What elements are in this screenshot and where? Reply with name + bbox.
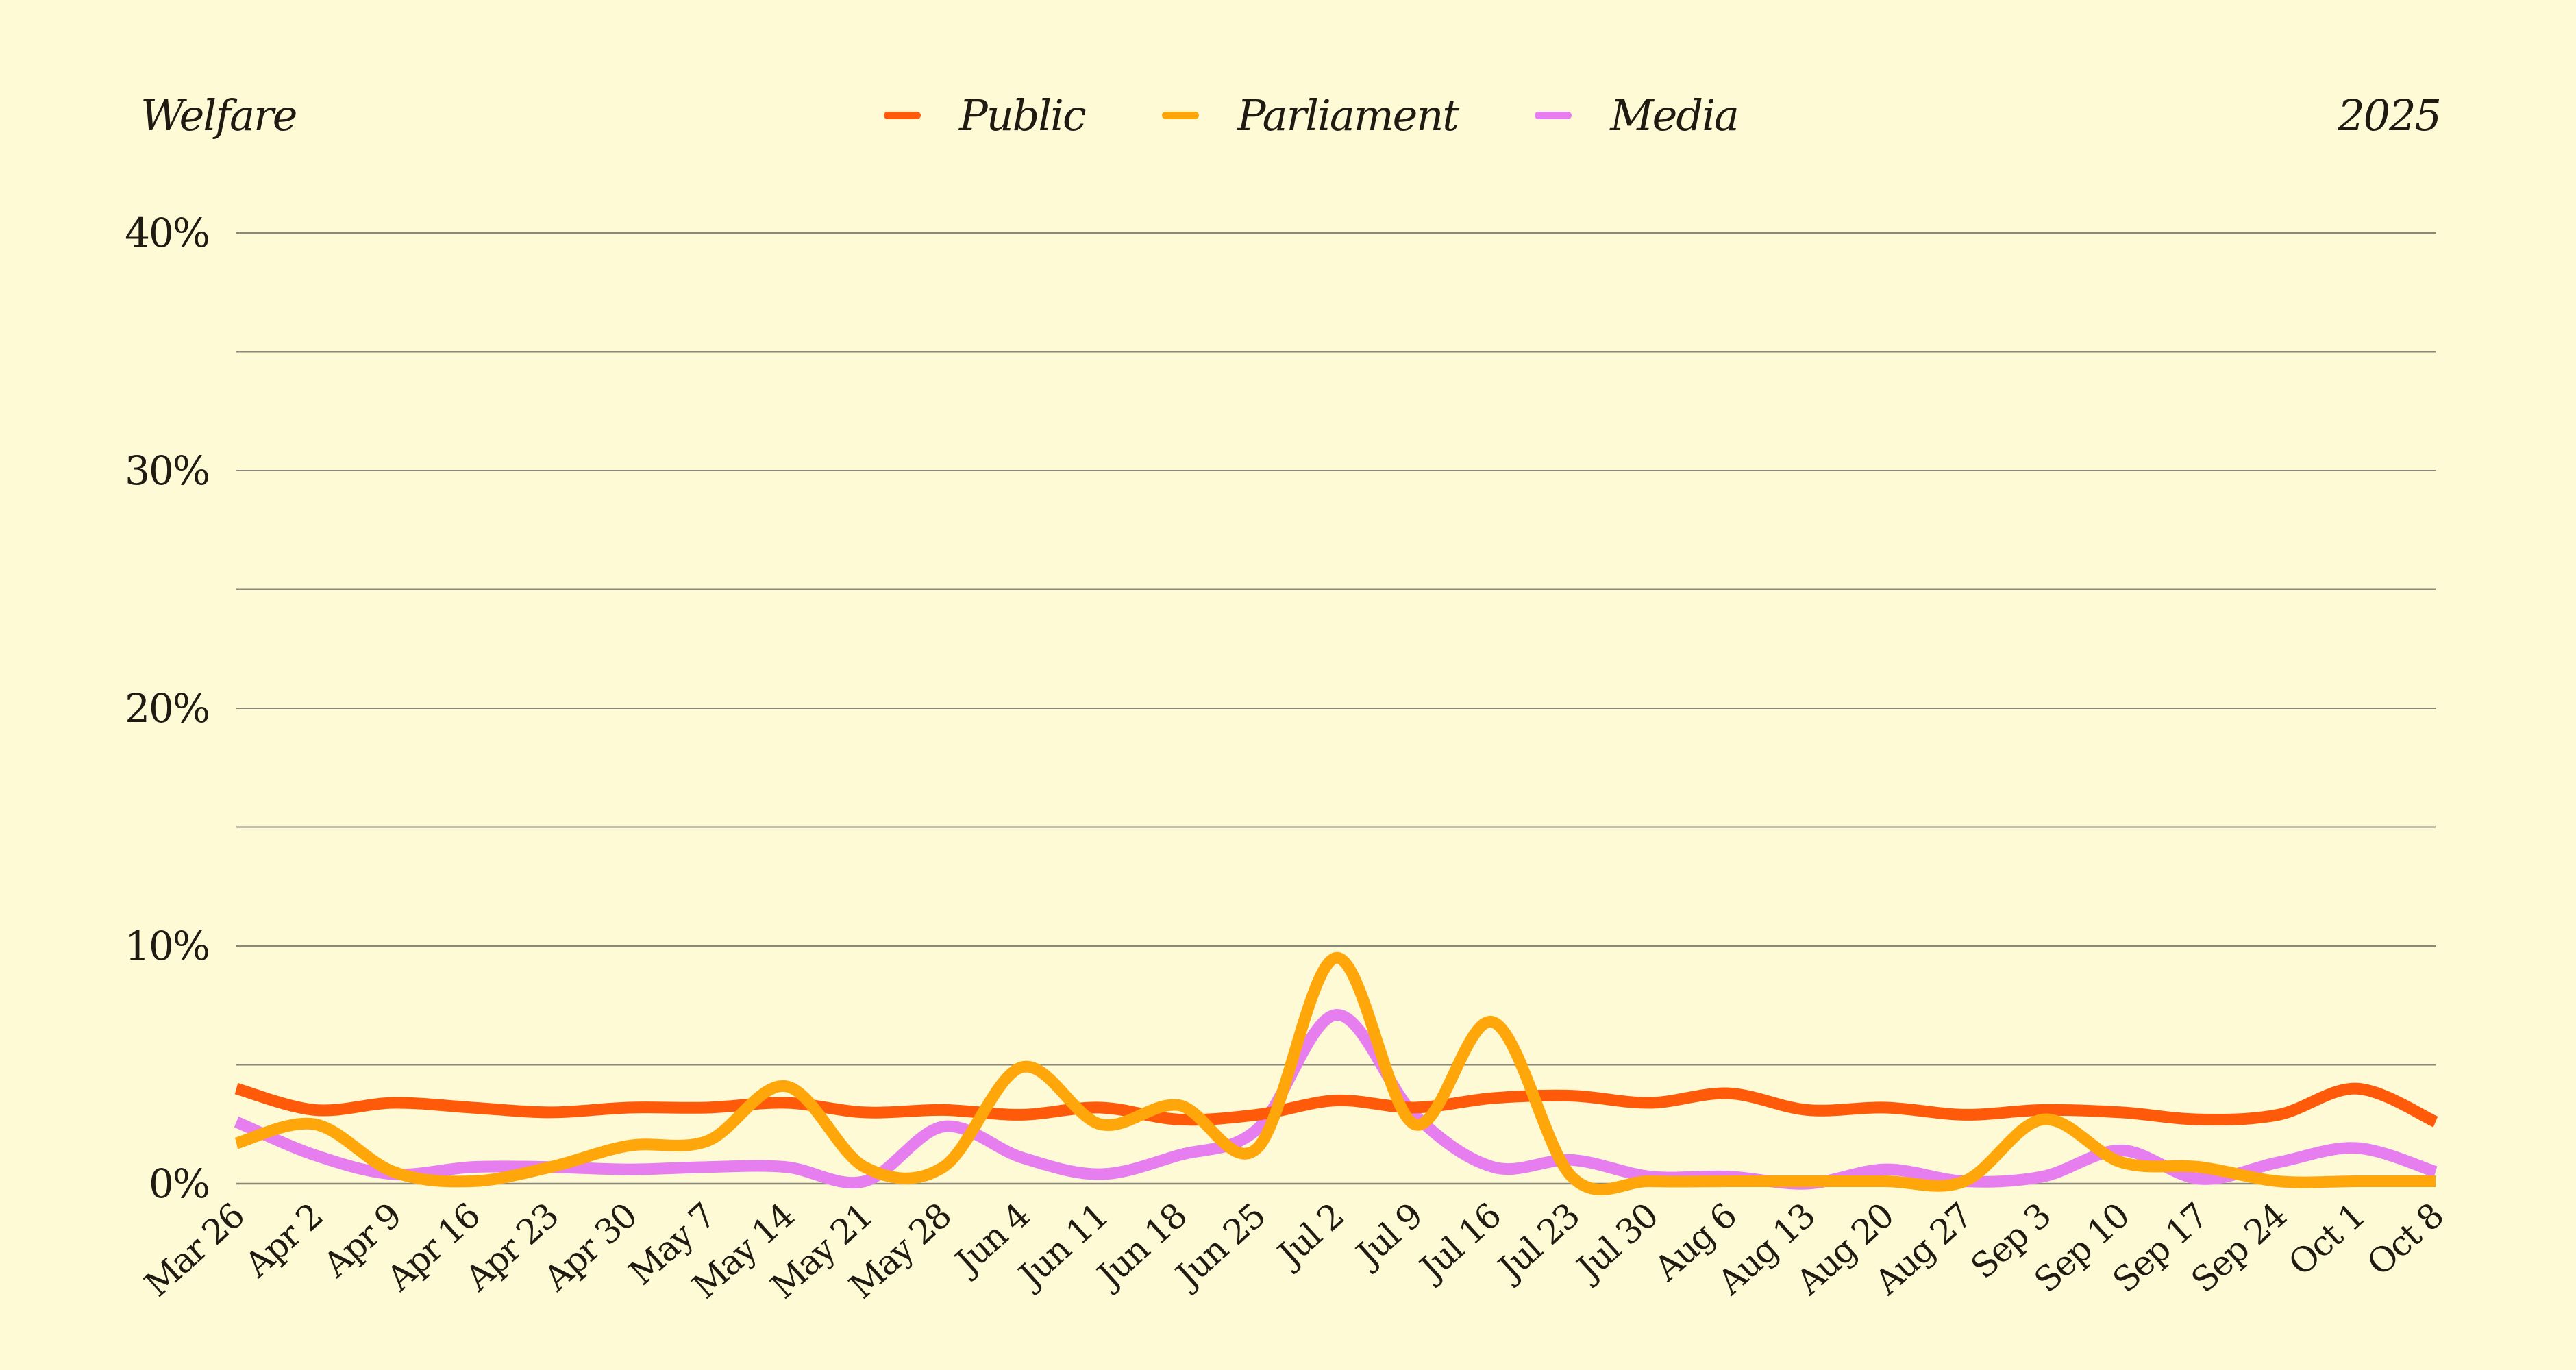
x-tick-label: Mar 26 (137, 1196, 251, 1304)
x-tick-label: Jul 23 (1489, 1196, 1587, 1290)
y-tick-label: 0% (149, 1160, 209, 1207)
x-tick-label: Jun 11 (1009, 1196, 1115, 1297)
legend-label-public: Public (959, 90, 1087, 140)
x-tick-label: Oct 1 (2281, 1196, 2372, 1284)
legend-swatch-parliament (1161, 112, 1199, 119)
legend-label-parliament: Parliament (1237, 90, 1459, 140)
y-axis-ticks: 0% 10% 20% 30% 40% (125, 210, 210, 1207)
chart-year: 2025 (2338, 90, 2442, 140)
legend-item-public: Public (884, 90, 1087, 140)
chart-title: Welfare (140, 90, 297, 140)
x-tick-label: Oct 8 (2360, 1196, 2451, 1284)
legend-item-parliament: Parliament (1161, 90, 1459, 140)
x-tick-label: Apr 2 (237, 1196, 330, 1286)
y-tick-label: 30% (125, 447, 209, 494)
x-tick-label: Jul 30 (1567, 1196, 1665, 1290)
series-line-parliament (234, 951, 2436, 1195)
y-tick-label: 40% (125, 210, 209, 256)
legend-swatch-media (1535, 112, 1572, 119)
series-line-media (234, 1009, 2438, 1190)
series-lines (234, 951, 2438, 1195)
gridlines (236, 232, 2436, 1185)
x-tick-label: Jun 25 (1166, 1196, 1272, 1297)
y-tick-label: 20% (125, 685, 209, 732)
x-tick-label: Jun 18 (1087, 1196, 1193, 1297)
x-tick-label: Jul 16 (1410, 1196, 1508, 1290)
x-tick-label: Jul 2 (1268, 1196, 1351, 1276)
legend: Public Parliament Media (884, 90, 1815, 140)
legend-label-media: Media (1610, 90, 1739, 140)
y-tick-label: 10% (125, 923, 209, 969)
series-line-public (234, 1082, 2438, 1128)
legend-swatch-public (884, 112, 921, 119)
legend-item-media: Media (1535, 90, 1739, 140)
